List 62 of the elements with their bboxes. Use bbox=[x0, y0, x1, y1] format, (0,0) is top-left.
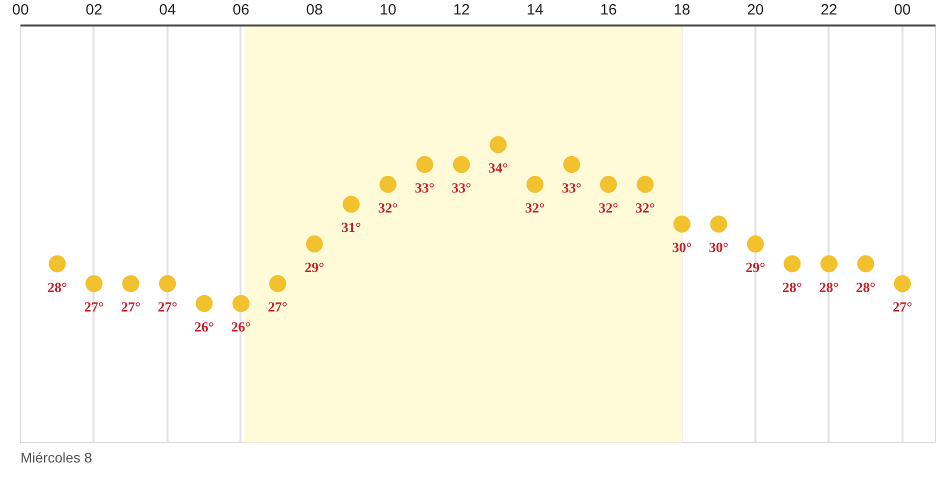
data-label: 26° bbox=[231, 320, 251, 336]
data-label: 29° bbox=[304, 260, 324, 276]
point bbox=[894, 275, 911, 292]
data-label: 27° bbox=[120, 300, 141, 316]
data-label: 26° bbox=[194, 320, 214, 336]
point bbox=[158, 275, 176, 292]
data-label: 31° bbox=[341, 221, 362, 236]
point bbox=[673, 216, 690, 233]
x-tick-label: 10 bbox=[380, 2, 396, 18]
point bbox=[490, 136, 507, 154]
data-label: 32° bbox=[635, 201, 656, 216]
point bbox=[784, 255, 801, 272]
point bbox=[636, 176, 654, 193]
x-tick-label: 04 bbox=[159, 2, 176, 18]
data-label: 28° bbox=[819, 280, 839, 296]
x-tick-label: 08 bbox=[306, 2, 323, 18]
point bbox=[342, 196, 360, 213]
data-label: 33° bbox=[414, 182, 435, 196]
point bbox=[232, 295, 250, 312]
data-label: 27° bbox=[268, 300, 288, 316]
data-label: 27° bbox=[84, 300, 104, 316]
point bbox=[710, 216, 728, 233]
point bbox=[269, 275, 286, 292]
point bbox=[85, 275, 102, 292]
point bbox=[379, 176, 396, 193]
x-tick-label: 00 bbox=[12, 2, 29, 18]
point bbox=[820, 255, 838, 272]
data-label: 33° bbox=[452, 182, 472, 196]
data-label: 32° bbox=[598, 201, 618, 216]
point bbox=[48, 255, 66, 272]
data-label: 33° bbox=[562, 182, 582, 196]
x-tick-label: 22 bbox=[820, 2, 838, 18]
data-label: 28° bbox=[782, 280, 802, 296]
data-label: 34° bbox=[488, 162, 508, 177]
x-tick-label: 00 bbox=[894, 2, 911, 18]
x-tick-label: 06 bbox=[232, 2, 250, 18]
data-label: 29° bbox=[746, 260, 766, 276]
point bbox=[416, 156, 434, 173]
x-tick-label: 12 bbox=[453, 2, 470, 18]
point bbox=[746, 235, 764, 252]
data-label: 32° bbox=[525, 201, 545, 216]
point bbox=[857, 255, 874, 272]
x-tick-label: 16 bbox=[600, 2, 617, 18]
data-label: 27° bbox=[158, 300, 178, 316]
x-tick-label: 02 bbox=[86, 2, 102, 18]
point bbox=[306, 235, 323, 252]
data-label: 27° bbox=[892, 300, 912, 316]
data-label: 28° bbox=[856, 280, 876, 296]
point bbox=[452, 156, 470, 173]
data-label: 30° bbox=[672, 241, 692, 256]
point bbox=[563, 156, 580, 173]
point bbox=[122, 275, 140, 292]
x-tick-label: 18 bbox=[674, 2, 690, 18]
point bbox=[196, 295, 213, 312]
point bbox=[600, 176, 617, 193]
point bbox=[526, 176, 544, 193]
text: Miércoles 8 bbox=[20, 450, 92, 466]
data-label: 32° bbox=[378, 201, 398, 216]
data-label: 30° bbox=[708, 241, 729, 256]
x-tick-label: 20 bbox=[747, 2, 764, 18]
data-label: 28° bbox=[47, 280, 68, 296]
x-tick-label: 14 bbox=[526, 2, 544, 18]
